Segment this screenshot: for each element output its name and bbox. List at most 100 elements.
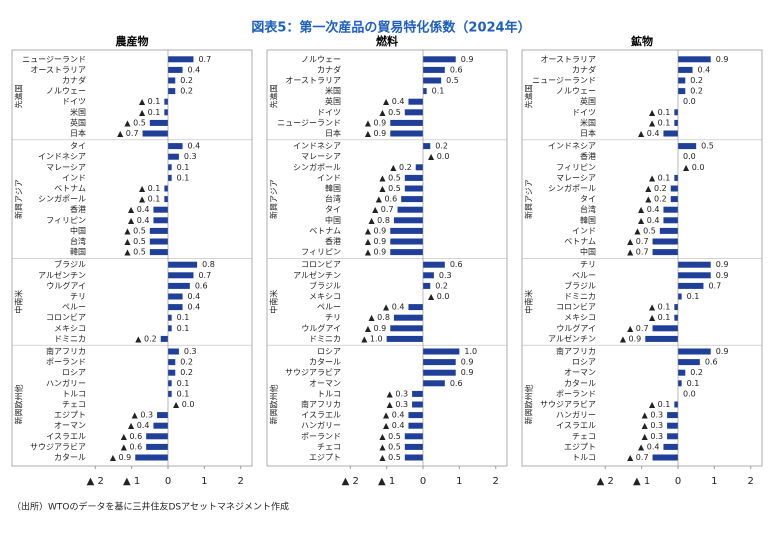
- value-label: 0.1: [177, 324, 190, 333]
- x-tick-label: 0: [165, 476, 171, 487]
- category-label: 中国: [580, 247, 596, 257]
- category-label: チリ: [580, 260, 596, 269]
- bar: [404, 185, 423, 192]
- value-label: ▲ 0.4: [638, 442, 659, 451]
- category-label: ドイツ: [62, 97, 86, 106]
- category-label: ウルグアイ: [46, 280, 86, 290]
- value-label: ▲ 0.5: [124, 248, 145, 257]
- bar: [663, 443, 678, 450]
- bar: [678, 293, 682, 300]
- value-label: 0.1: [687, 292, 700, 301]
- bar: [678, 369, 686, 376]
- panel-title: 農産物: [116, 34, 149, 48]
- category-label: アルゼンチン: [293, 270, 341, 280]
- group-label: 新興アジア: [269, 179, 279, 219]
- category-label: 南アフリカ: [556, 346, 596, 356]
- bar: [423, 272, 434, 279]
- bar: [168, 77, 176, 84]
- category-label: カタール: [564, 379, 596, 388]
- bar: [412, 401, 423, 408]
- value-label: ▲ 0.7: [627, 237, 648, 246]
- value-label: ▲ 0.4: [128, 421, 149, 430]
- bar: [663, 217, 678, 224]
- value-label: ▲ 0.4: [128, 205, 149, 214]
- value-label: ▲ 0.3: [387, 389, 408, 398]
- bar: [652, 454, 678, 461]
- category-label: オーストラリア: [285, 76, 341, 85]
- category-label: ドイツ: [572, 108, 596, 117]
- bar: [168, 369, 176, 376]
- bar: [146, 443, 168, 450]
- value-label: ▲ 0.5: [634, 226, 655, 235]
- value-label: ▲ 0.9: [365, 226, 386, 235]
- bar: [386, 335, 423, 342]
- value-label: ▲ 0.6: [376, 195, 397, 204]
- category-label: シンガポール: [38, 194, 86, 204]
- category-label: タイ: [325, 205, 341, 214]
- category-label: カナダ: [572, 64, 596, 74]
- bar: [423, 56, 456, 63]
- bar: [153, 206, 168, 213]
- bar: [390, 238, 423, 245]
- bar: [157, 412, 168, 419]
- category-label: ベトナム: [564, 237, 596, 246]
- value-label: ▲ 0.4: [638, 205, 659, 214]
- value-label: 0.7: [708, 281, 721, 290]
- category-label: マレーシア: [301, 152, 341, 161]
- value-label: 0.2: [180, 368, 193, 377]
- group-label: 中南米: [14, 290, 24, 314]
- value-label: ▲ 0.3: [387, 400, 408, 409]
- value-label: ▲ 0.7: [117, 129, 138, 138]
- value-label: ▲ 0.2: [135, 334, 156, 343]
- value-label: 0.5: [701, 142, 714, 151]
- bar: [393, 217, 423, 224]
- category-label: イスラエル: [301, 411, 341, 420]
- category-label: ノルウェー: [46, 87, 86, 96]
- category-label: ペルー: [62, 303, 86, 312]
- value-label: ▲ 1.0: [361, 334, 382, 343]
- value-label: ▲ 0.5: [124, 237, 145, 246]
- bar: [423, 369, 456, 376]
- x-tick-label: 0: [420, 476, 426, 487]
- x-tick-label: 1: [201, 476, 207, 487]
- value-label: ▲ 0.1: [649, 118, 670, 127]
- panel-title: 燃料: [375, 34, 398, 48]
- category-label: オーストラリア: [540, 55, 596, 64]
- bar: [390, 249, 423, 256]
- value-label: 0.1: [177, 173, 190, 182]
- value-label: ▲ 0.1: [649, 400, 670, 409]
- bar: [652, 325, 678, 332]
- value-label: 0.2: [690, 76, 703, 85]
- bar: [678, 348, 711, 355]
- bar: [663, 206, 678, 213]
- bar: [149, 238, 168, 245]
- value-label: ▲ 0.9: [365, 237, 386, 246]
- category-label: メキシコ: [54, 324, 86, 333]
- bar: [667, 412, 678, 419]
- category-label: ドミニカ: [564, 292, 596, 301]
- group-label: 新興欧州他: [14, 385, 24, 425]
- category-label: エジプト: [54, 411, 86, 420]
- group-label: 先進国: [524, 84, 534, 108]
- value-label: 0.0: [683, 97, 696, 106]
- category-label: ポーランド: [301, 432, 341, 441]
- category-label: シンガポール: [548, 183, 596, 193]
- category-label: ロシア: [317, 347, 341, 356]
- value-label: 0.1: [432, 87, 445, 96]
- bar: [397, 206, 423, 213]
- category-label: チェコ: [572, 432, 596, 441]
- value-label: ▲ 0.2: [645, 195, 666, 204]
- bar: [393, 314, 423, 321]
- category-label: ドイツ: [317, 108, 341, 117]
- bar: [168, 153, 179, 160]
- value-label: ▲ 0.3: [132, 411, 153, 420]
- bar: [423, 143, 431, 150]
- value-label: ▲ 0.4: [383, 97, 404, 106]
- group-label: 新興アジア: [524, 179, 534, 219]
- value-label: 0.4: [188, 65, 201, 74]
- category-label: サウジアラビア: [285, 368, 341, 377]
- value-label: ▲ 0.7: [627, 453, 648, 462]
- value-label: 0.6: [195, 281, 208, 290]
- value-label: ▲ 0.0: [173, 400, 194, 409]
- x-tick-label: ▲ 2: [342, 476, 359, 487]
